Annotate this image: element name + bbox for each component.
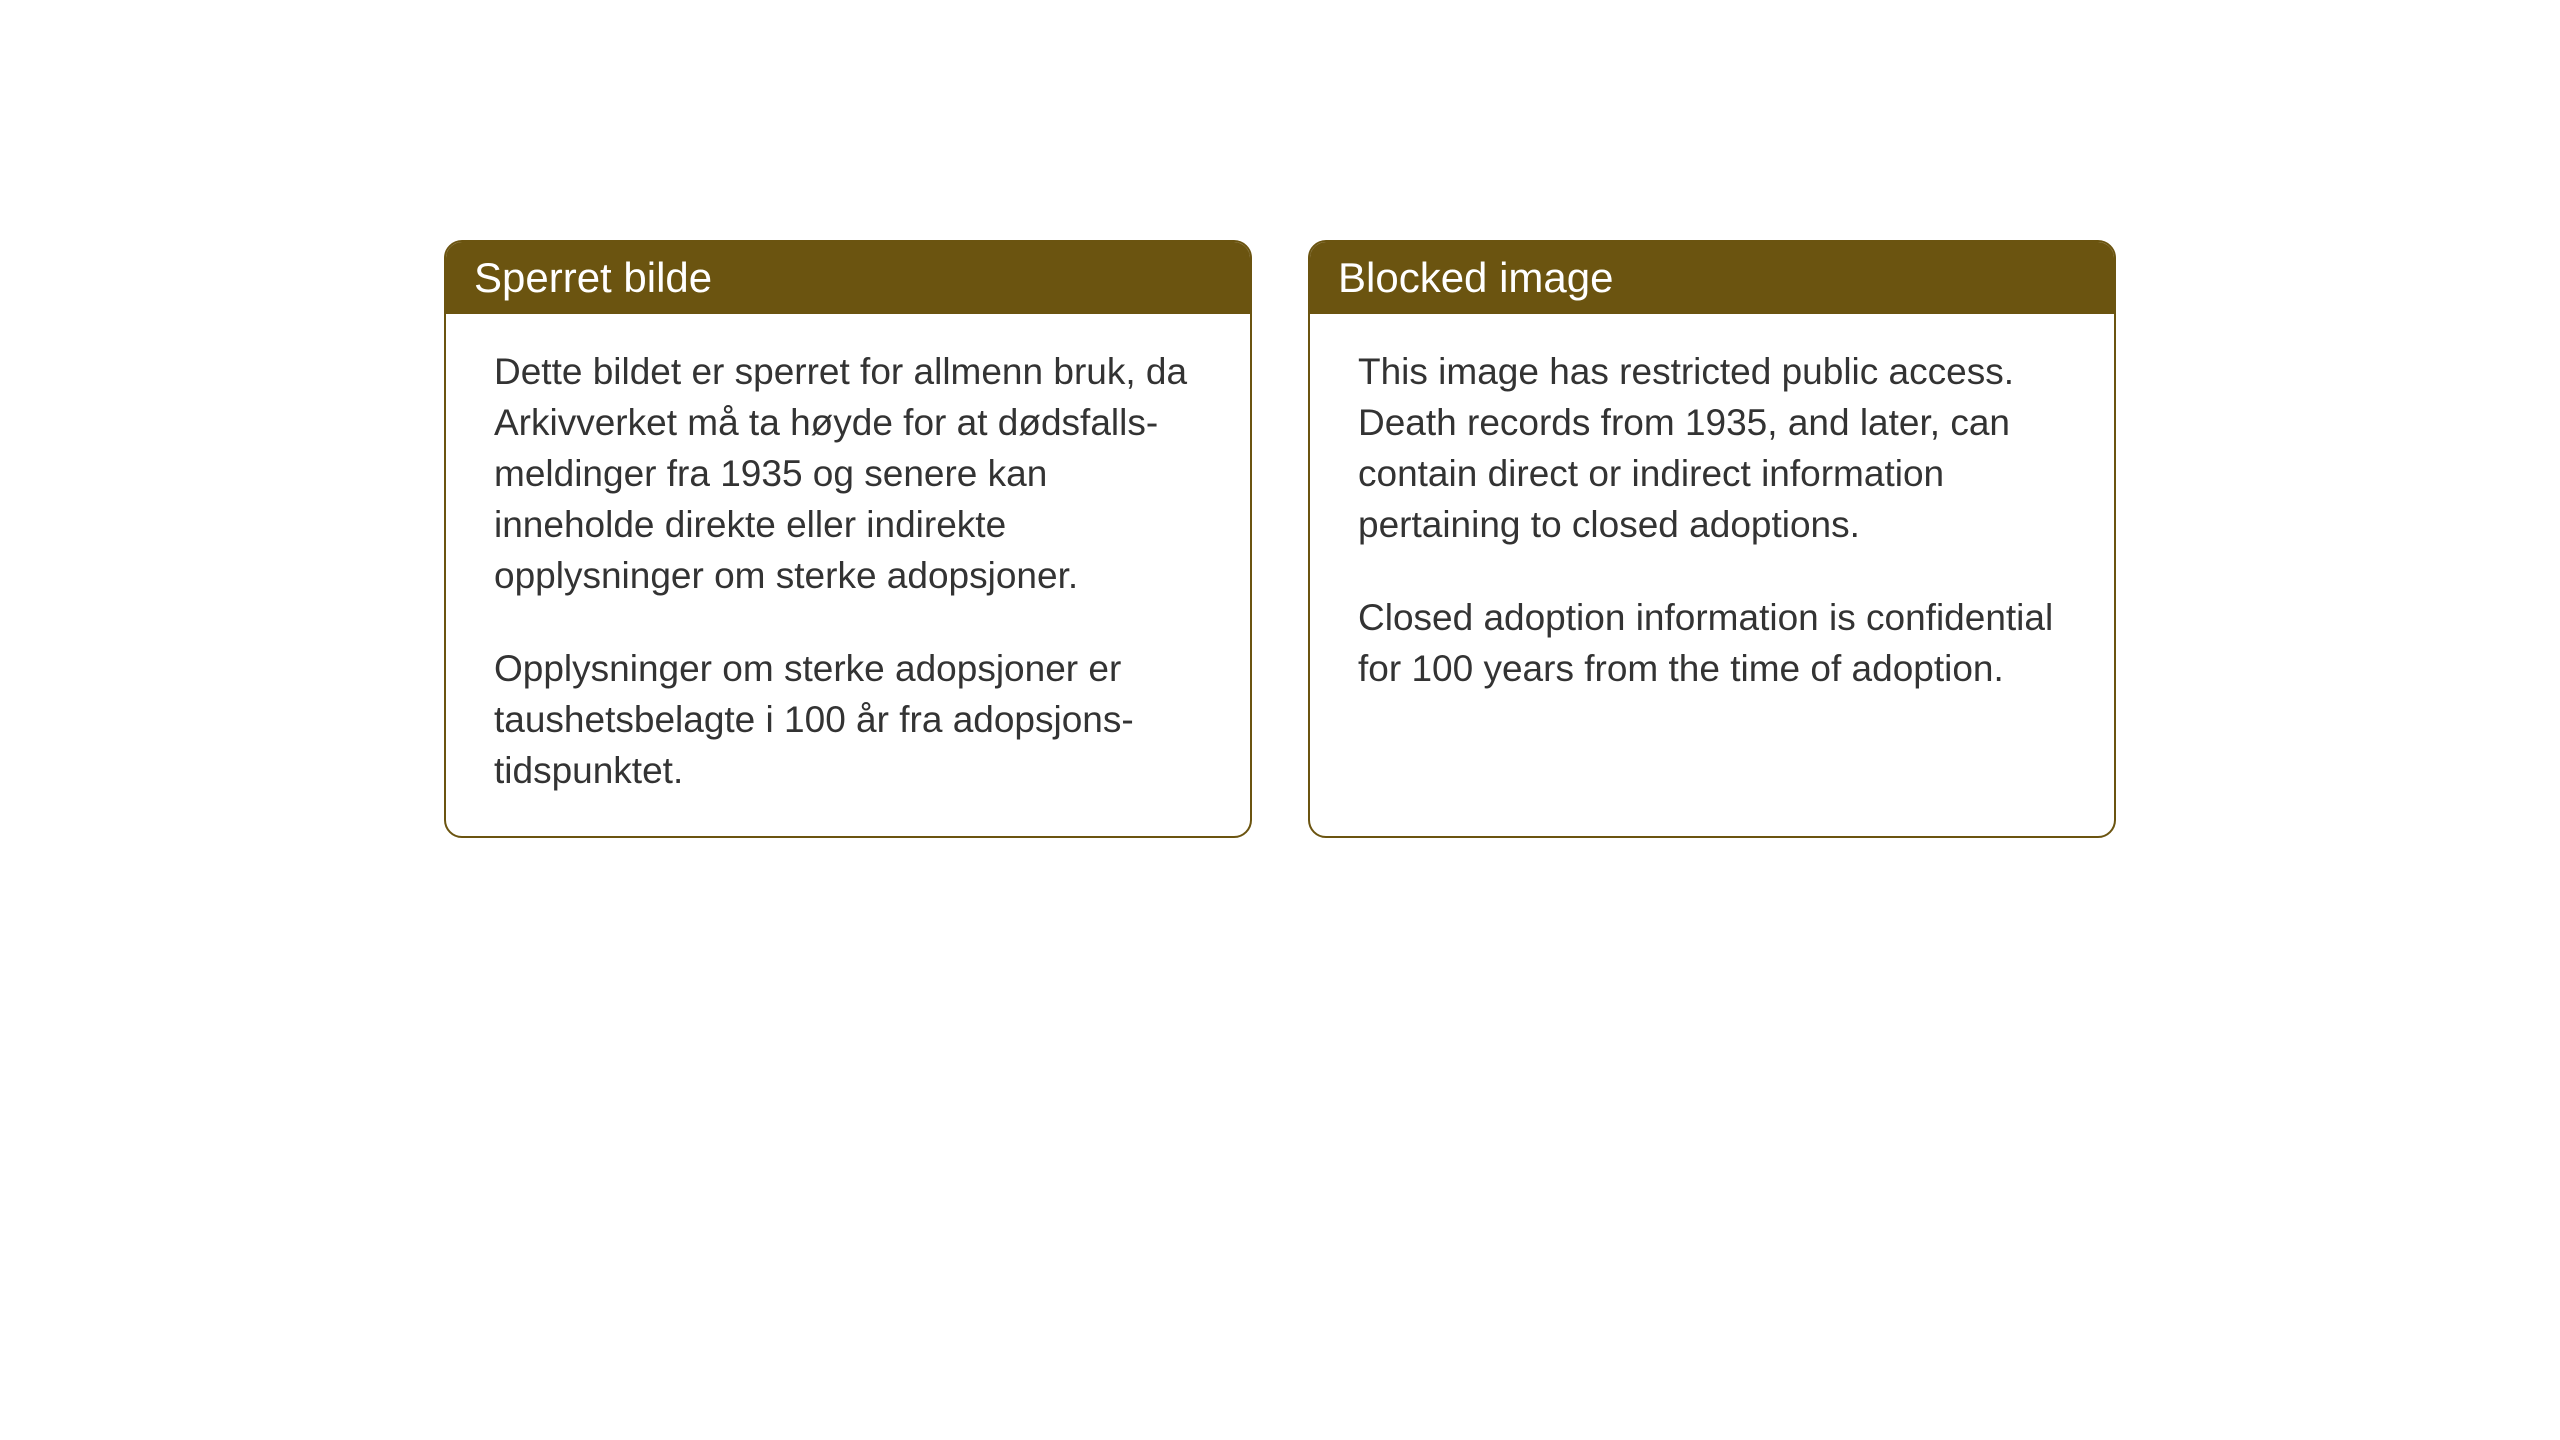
norwegian-card-title: Sperret bilde — [446, 242, 1250, 314]
english-paragraph-1: This image has restricted public access.… — [1358, 346, 2066, 550]
norwegian-card-body: Dette bildet er sperret for allmenn bruk… — [446, 314, 1250, 836]
english-paragraph-2: Closed adoption information is confident… — [1358, 592, 2066, 694]
english-notice-card: Blocked image This image has restricted … — [1308, 240, 2116, 838]
norwegian-notice-card: Sperret bilde Dette bildet er sperret fo… — [444, 240, 1252, 838]
notice-container: Sperret bilde Dette bildet er sperret fo… — [444, 240, 2116, 838]
norwegian-paragraph-2: Opplysninger om sterke adopsjoner er tau… — [494, 643, 1202, 796]
english-card-body: This image has restricted public access.… — [1310, 314, 2114, 734]
norwegian-paragraph-1: Dette bildet er sperret for allmenn bruk… — [494, 346, 1202, 601]
english-card-title: Blocked image — [1310, 242, 2114, 314]
